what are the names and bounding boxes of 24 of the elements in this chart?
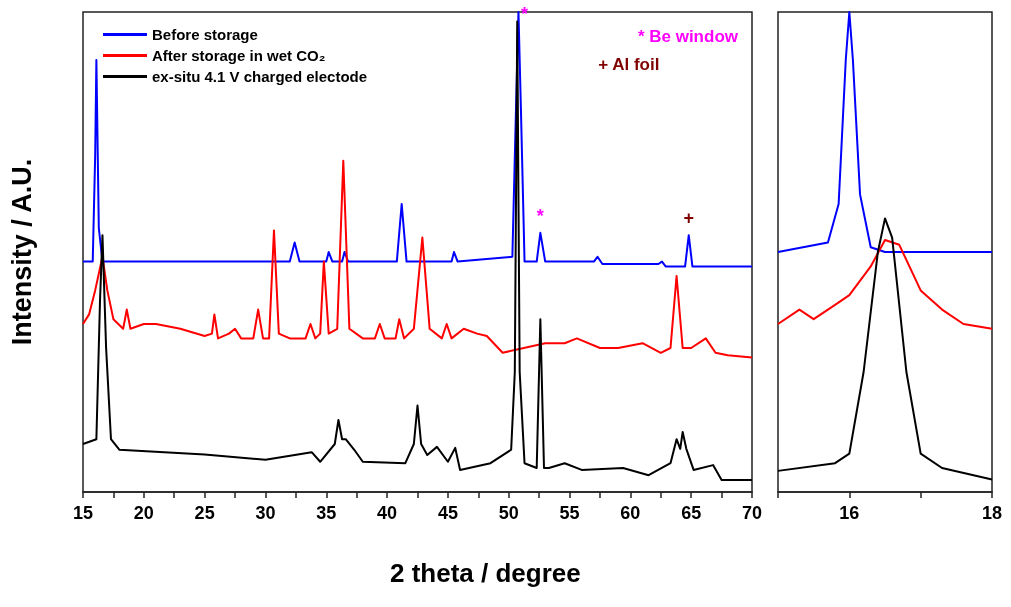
x-tick-label: 65 [681,503,702,523]
annotation: + [683,208,695,229]
y-axis-title: Intensity / A.U. [6,158,37,346]
x-axis-title: 2 theta / degree [390,558,581,588]
x-tick-label: 20 [133,503,154,523]
annotation: + Al foil [598,55,660,74]
x-tick-label: 50 [498,503,519,523]
x-tick-label: 30 [255,503,276,523]
x-tick-label: 18 [981,503,1003,523]
legend-label: After storage in wet CO₂ [152,47,326,64]
x-tick-label: 35 [316,503,337,523]
annotation: * [521,4,529,25]
x-tick-label: 16 [839,503,860,523]
legend-label: Before storage [152,26,258,43]
x-tick-label: 55 [559,503,580,523]
x-tick-label: 45 [437,503,458,523]
x-tick-label: 60 [620,503,641,523]
annotation: * Be window [637,27,739,46]
x-tick-label: 15 [72,503,94,523]
x-tick-label: 40 [377,503,398,523]
x-tick-label: 25 [194,503,215,523]
legend-label: ex-situ 4.1 V charged electode [152,68,368,85]
annotation: * [536,205,544,226]
x-tick-label: 70 [741,503,763,523]
